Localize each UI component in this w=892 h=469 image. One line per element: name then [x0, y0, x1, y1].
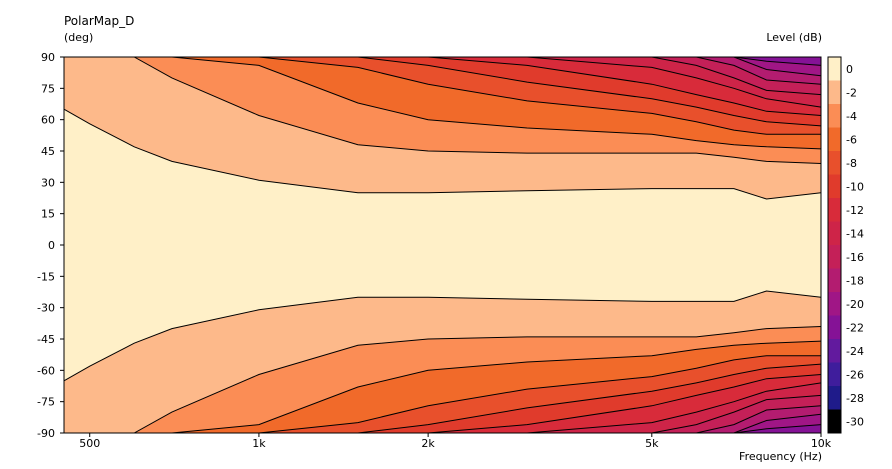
region-top-level--12	[64, 57, 821, 116]
colorbar-swatch	[828, 315, 841, 340]
contour-bottom-level--2	[63, 290, 822, 382]
colorbar-swatch	[828, 339, 841, 363]
colorbar-level-label: 0	[846, 63, 853, 76]
colorbar-level-label: -24	[846, 345, 864, 358]
colorbar-level-label: -30	[846, 415, 864, 428]
colorbar: 0 -2 -4 -6 -8 -10 -12 -14 -16 -18 -20 -22 -24 -26 -28 -…	[827, 56, 864, 434]
colorbar-level-label: -2	[846, 86, 857, 99]
y-tick-label: -15	[37, 270, 55, 283]
x-tick-label: 10k	[811, 437, 832, 450]
colorbar-swatch	[828, 198, 841, 222]
y-tick-label: 30	[41, 176, 55, 189]
y-axis-label: (deg)	[64, 31, 94, 44]
y-tick-label: 0	[48, 239, 55, 252]
colorbar-level-label: -18	[846, 274, 864, 287]
colorbar-swatch	[828, 386, 841, 410]
colorbar-level-label: -28	[846, 392, 864, 405]
colorbar-level-label: -16	[846, 251, 864, 264]
y-tick-label: 75	[41, 82, 55, 95]
colorbar-level-label: -20	[846, 298, 864, 311]
y-tick-label: -45	[37, 333, 55, 346]
colorbar-level-label: -10	[846, 180, 864, 193]
colorbar-swatch	[828, 57, 841, 81]
contour-fills	[64, 57, 821, 433]
y-tick-label: 45	[41, 145, 55, 158]
y-tick-label: -30	[37, 302, 55, 315]
colorbar-frame	[827, 56, 842, 434]
y-tick-label: 15	[41, 208, 55, 221]
y-tick-label: 60	[41, 114, 55, 127]
colorbar-swatch	[828, 151, 841, 175]
y-tick-label: -90	[37, 427, 55, 440]
colorbar-level-label: -22	[846, 321, 864, 334]
y-tick-label: 90	[41, 51, 55, 64]
colorbar-level-label: -12	[846, 204, 864, 217]
region-bottom-level--22	[64, 424, 821, 433]
y-tick-label: -60	[37, 364, 55, 377]
colorbar-swatch	[828, 362, 841, 387]
colorbar-level-label: -26	[846, 368, 864, 381]
colorbar-swatch	[828, 409, 841, 434]
colorbar-label: Level (dB)	[766, 31, 822, 44]
colorbar-swatch	[828, 174, 841, 199]
x-tick-label: 5k	[645, 437, 659, 450]
x-axis-ticks: 500 1k 2k 5k 10k	[79, 433, 832, 450]
x-tick-label: 2k	[421, 437, 435, 450]
colorbar-swatch	[828, 104, 841, 128]
colorbar-level-label: -14	[846, 227, 864, 240]
colorbar-swatch	[828, 127, 841, 152]
colorbar-swatch	[828, 245, 841, 269]
chart-title: PolarMap_D	[64, 14, 135, 28]
x-axis-label: Frequency (Hz)	[739, 450, 822, 463]
colorbar-swatch	[828, 80, 841, 105]
x-tick-label: 500	[79, 437, 100, 450]
y-tick-label: -75	[37, 396, 55, 409]
region-bottom-level--12	[64, 374, 821, 433]
y-axis-ticks: 90 75 60 45 30 15 0 -15 -30 -45 -60 -75 -90	[37, 51, 64, 440]
colorbar-swatch	[828, 268, 841, 293]
contour-top-level--2	[63, 108, 822, 200]
colorbar-swatch	[828, 292, 841, 316]
colorbar-level-label: -6	[846, 133, 857, 146]
colorbar-level-label: -4	[846, 110, 857, 123]
region-top-level--22	[64, 57, 821, 66]
colorbar-swatch	[828, 221, 841, 246]
colorbar-level-label: -8	[846, 157, 857, 170]
x-tick-label: 1k	[252, 437, 266, 450]
